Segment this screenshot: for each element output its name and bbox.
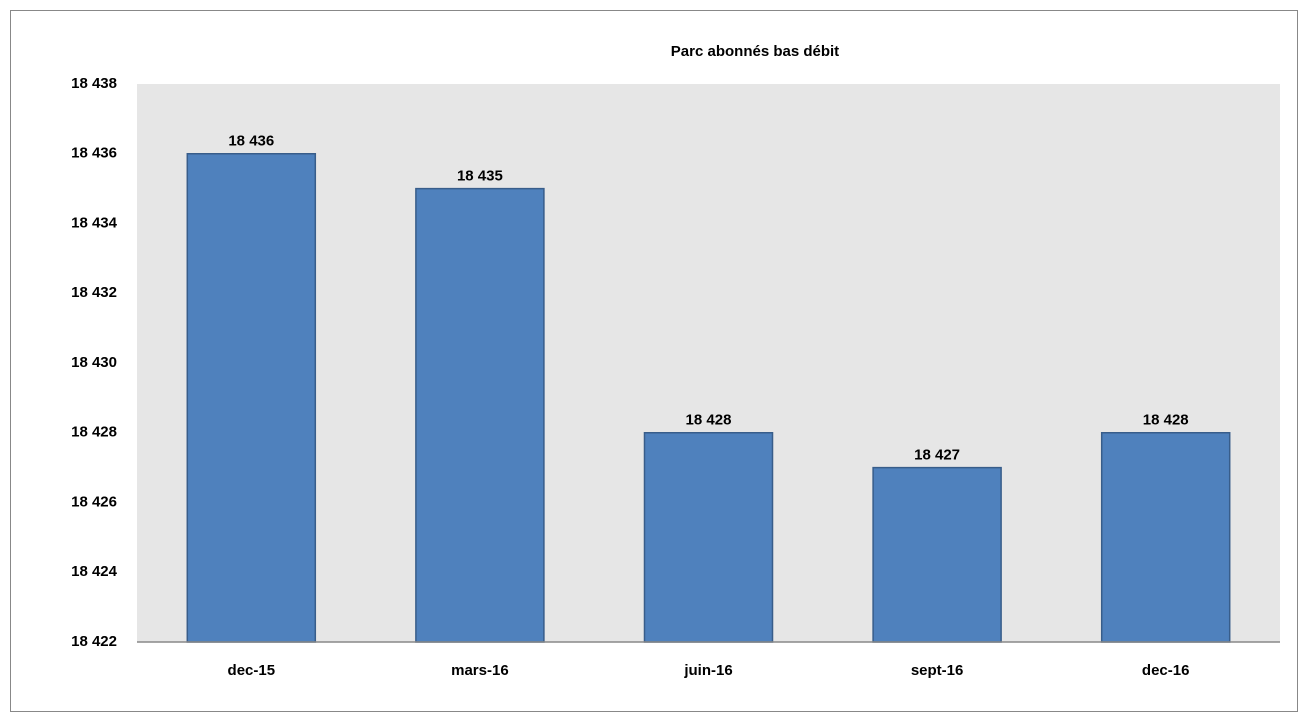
x-tick-label: mars-16 [451, 662, 509, 679]
bar [643, 432, 774, 643]
chart-title: Parc abonnés bas débit [671, 43, 839, 60]
bar [872, 466, 1002, 643]
data-label: 18 427 [914, 447, 960, 464]
bar [1100, 432, 1231, 643]
data-label: 18 436 [228, 133, 274, 150]
y-tick-label: 18 424 [71, 563, 118, 580]
data-label: 18 428 [686, 412, 732, 429]
y-tick-label: 18 428 [71, 424, 117, 441]
y-tick-label: 18 438 [71, 75, 117, 92]
x-tick-label: dec-16 [1142, 662, 1190, 679]
bar [186, 153, 317, 643]
y-tick-label: 18 430 [71, 354, 117, 371]
data-label: 18 435 [457, 168, 503, 185]
x-tick-label: sept-16 [911, 662, 964, 679]
y-tick-label: 18 426 [71, 493, 117, 510]
y-tick-label: 18 436 [71, 145, 117, 162]
bar [415, 187, 545, 643]
x-tick-label: dec-15 [228, 662, 276, 679]
y-tick-label: 18 432 [71, 284, 117, 301]
x-tick-label: juin-16 [683, 662, 732, 679]
y-tick-label: 18 422 [71, 633, 117, 650]
y-tick-label: 18 434 [71, 214, 118, 231]
data-label: 18 428 [1143, 412, 1189, 429]
